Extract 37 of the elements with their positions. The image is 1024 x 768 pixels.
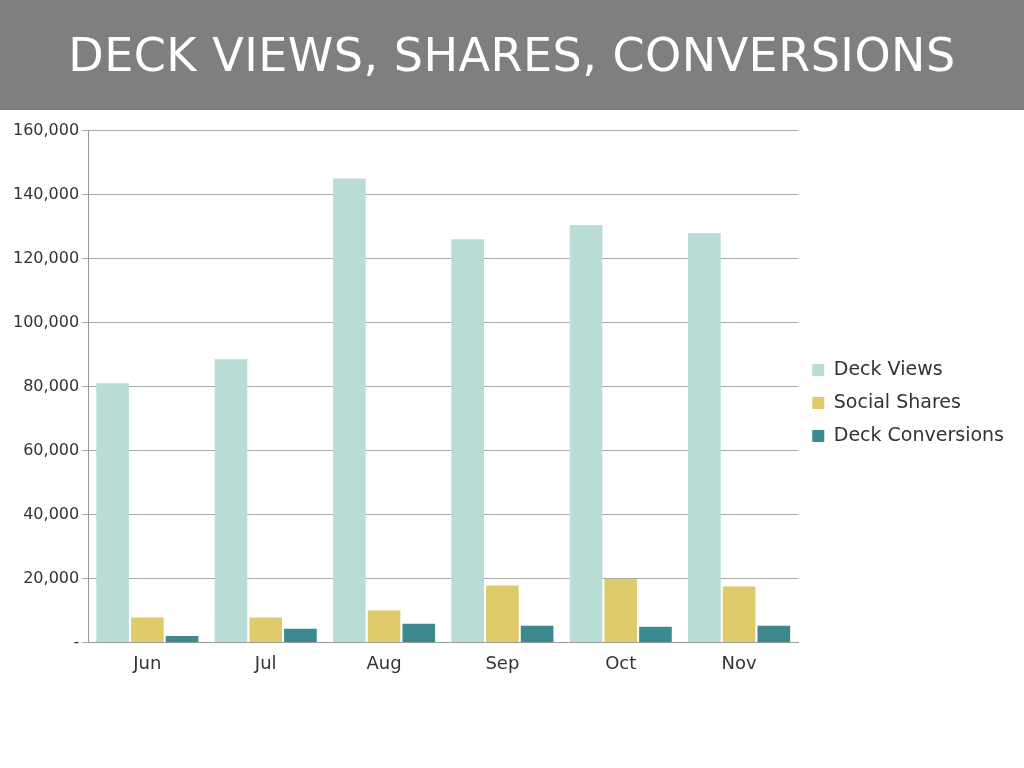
- bar: [520, 625, 554, 642]
- bar: [688, 232, 721, 642]
- bar: [284, 628, 317, 642]
- x-tick-label: Sep: [485, 651, 520, 673]
- y-tick-label: 100,000: [12, 311, 80, 331]
- bar: [333, 178, 366, 642]
- y-tick-label: 60,000: [23, 439, 80, 459]
- bar: [451, 239, 484, 642]
- y-tick-label: 160,000: [12, 119, 80, 139]
- legend-label: Deck Conversions: [833, 422, 1004, 445]
- bar: [214, 359, 248, 642]
- bar: [131, 617, 164, 642]
- bar: [757, 625, 791, 642]
- x-tick-label: Jun: [132, 651, 162, 673]
- bar: [722, 586, 756, 642]
- bar: [367, 610, 401, 642]
- x-tick-label: Aug: [366, 651, 402, 673]
- bar: [569, 224, 603, 642]
- legend-label: Deck Views: [833, 356, 943, 379]
- chart-title: DECK VIEWS, SHARES, CONVERSIONS: [0, 0, 1024, 110]
- bar: [402, 623, 436, 642]
- legend-label: Social Shares: [833, 389, 961, 412]
- bar: [249, 617, 283, 642]
- x-tick-label: Oct: [605, 651, 637, 673]
- bar: [639, 626, 672, 642]
- x-tick-label: Jul: [253, 651, 277, 673]
- y-tick-label: 40,000: [23, 503, 80, 523]
- y-tick-label: 120,000: [12, 247, 80, 267]
- bar: [165, 636, 199, 642]
- bar: [486, 585, 519, 642]
- bar: [96, 383, 129, 642]
- y-tick-label: 80,000: [23, 375, 80, 395]
- x-tick-label: Nov: [721, 651, 757, 673]
- bar: [604, 579, 638, 642]
- y-tick-label: -: [73, 631, 80, 651]
- y-tick-label: 20,000: [23, 567, 80, 587]
- y-tick-label: 140,000: [12, 183, 80, 203]
